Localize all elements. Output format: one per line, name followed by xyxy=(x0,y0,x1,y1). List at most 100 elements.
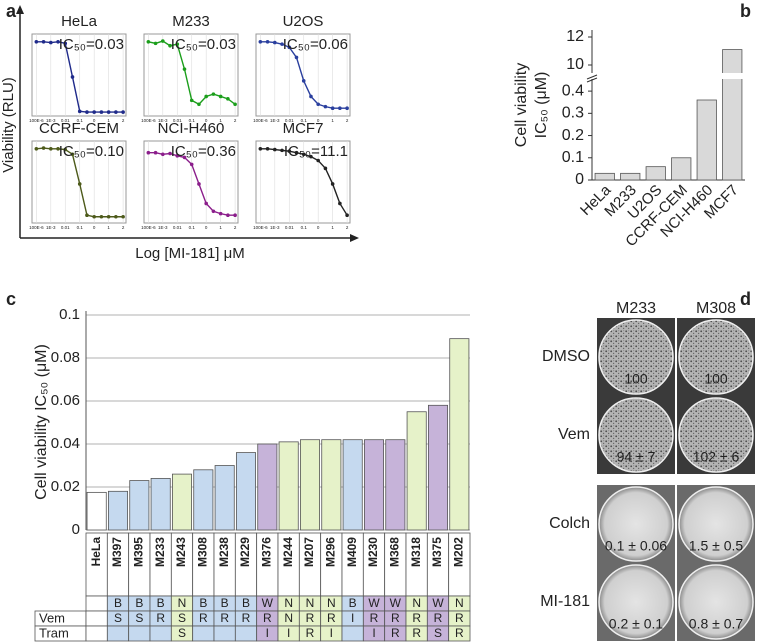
table-cell-text: B xyxy=(349,596,357,610)
data-point xyxy=(70,152,75,157)
table-cell-text: B xyxy=(242,596,250,610)
data-point xyxy=(301,152,306,157)
x-tick-label: M395 xyxy=(132,537,146,567)
table-cell-text: S xyxy=(114,611,122,625)
data-point xyxy=(175,154,180,158)
chart-title: NCI-H460 xyxy=(158,120,225,137)
data-point xyxy=(56,147,60,151)
data-point xyxy=(168,151,172,156)
row-label: DMSO xyxy=(542,348,590,365)
data-point xyxy=(309,94,313,99)
x-tick-label: 1E-3 xyxy=(270,225,280,230)
table-cell-text: B xyxy=(221,596,229,610)
data-point xyxy=(218,94,223,99)
bar xyxy=(427,404,448,531)
table-cell-text: S xyxy=(434,626,442,640)
y-tick-label: 0.02 xyxy=(51,478,80,495)
column-header: M233 xyxy=(616,300,656,317)
data-point xyxy=(197,182,201,186)
data-point xyxy=(280,148,284,153)
x-axis-label: Log [MI-181] μM xyxy=(135,245,245,262)
data-point xyxy=(323,104,328,109)
bar xyxy=(594,172,615,181)
axis-break xyxy=(586,73,745,79)
data-point xyxy=(265,40,270,44)
plot-frame xyxy=(255,33,351,117)
data-point xyxy=(106,110,111,114)
bar xyxy=(363,439,384,531)
well xyxy=(678,486,754,562)
ic50-annotation: IC₅₀=0.10 xyxy=(59,143,124,160)
x-tick-label: 0.1 xyxy=(77,118,84,123)
colony-value: 94 ± 7 xyxy=(617,449,656,465)
data-point xyxy=(146,40,151,44)
data-point xyxy=(204,94,208,99)
table-cell xyxy=(213,625,236,642)
y-axis-label: Cell viability IC₅₀ (μM) xyxy=(33,344,50,500)
data-point xyxy=(41,40,46,44)
data-point xyxy=(153,150,158,155)
plot-frame xyxy=(143,33,239,117)
y-tick-label: 0.08 xyxy=(51,349,80,366)
bar xyxy=(257,443,278,531)
data-point xyxy=(309,154,313,159)
data-point xyxy=(287,149,292,153)
data-point xyxy=(197,102,201,107)
data-point xyxy=(323,166,328,171)
y-axis-label: Cell viability xyxy=(513,63,530,147)
x-tick-label: M202 xyxy=(452,537,466,567)
table-cell-text: R xyxy=(412,611,421,625)
x-tick-label: 100E-6 xyxy=(141,118,156,123)
table-cell-text: N xyxy=(412,596,421,610)
table-cell-text: N xyxy=(178,596,187,610)
well xyxy=(598,564,674,640)
data-point xyxy=(168,43,172,48)
x-tick-label: 2 xyxy=(346,225,349,230)
x-tick-label: 0.1 xyxy=(301,118,308,123)
y-axis-label: Viability (RLU) xyxy=(0,77,17,173)
row-label: Vem xyxy=(558,426,590,443)
table-cell-text: R xyxy=(327,611,336,625)
x-tick-label: 1 xyxy=(107,118,110,123)
x-tick-label: M244 xyxy=(281,537,295,567)
well xyxy=(678,564,754,640)
bar xyxy=(645,166,666,181)
y-tick-label: 0.2 xyxy=(562,127,584,144)
bar xyxy=(385,439,406,531)
colony-value: 0.2 ± 0.1 xyxy=(609,616,664,632)
table-cell-text: R xyxy=(455,611,464,625)
x-tick-label: 1E-3 xyxy=(270,118,280,123)
table-cell xyxy=(149,625,172,642)
data-point xyxy=(49,147,53,151)
y-tick-label: 0.3 xyxy=(562,105,584,122)
bar xyxy=(150,477,171,531)
table-cell-text: S xyxy=(135,611,143,625)
data-point xyxy=(182,155,187,160)
data-point xyxy=(330,182,335,186)
x-tick-label: 100E-6 xyxy=(253,118,268,123)
data-point xyxy=(114,214,118,219)
data-point xyxy=(338,106,342,110)
x-tick-label: 0.1 xyxy=(301,225,308,230)
row-label: Colch xyxy=(549,515,590,532)
data-point xyxy=(121,214,125,219)
bar xyxy=(671,157,692,181)
data-point xyxy=(85,110,89,114)
bar xyxy=(696,99,717,181)
data-point xyxy=(258,40,263,44)
y-tick-label: 10 xyxy=(566,56,584,73)
table-cell xyxy=(341,625,364,642)
data-point xyxy=(265,147,270,151)
table-cell-text: R xyxy=(391,626,400,640)
bar xyxy=(171,473,192,531)
table-cell-text: N xyxy=(455,596,464,610)
well xyxy=(598,486,674,562)
table-cell xyxy=(85,610,108,627)
table-cell xyxy=(85,625,108,642)
y-tick-label: 0 xyxy=(575,171,584,188)
table-cell-text: R xyxy=(220,611,229,625)
data-point xyxy=(233,102,237,107)
x-tick-label: 2 xyxy=(122,118,125,123)
panel-label: c xyxy=(6,289,16,309)
x-tick-label: 0.01 xyxy=(173,118,182,123)
